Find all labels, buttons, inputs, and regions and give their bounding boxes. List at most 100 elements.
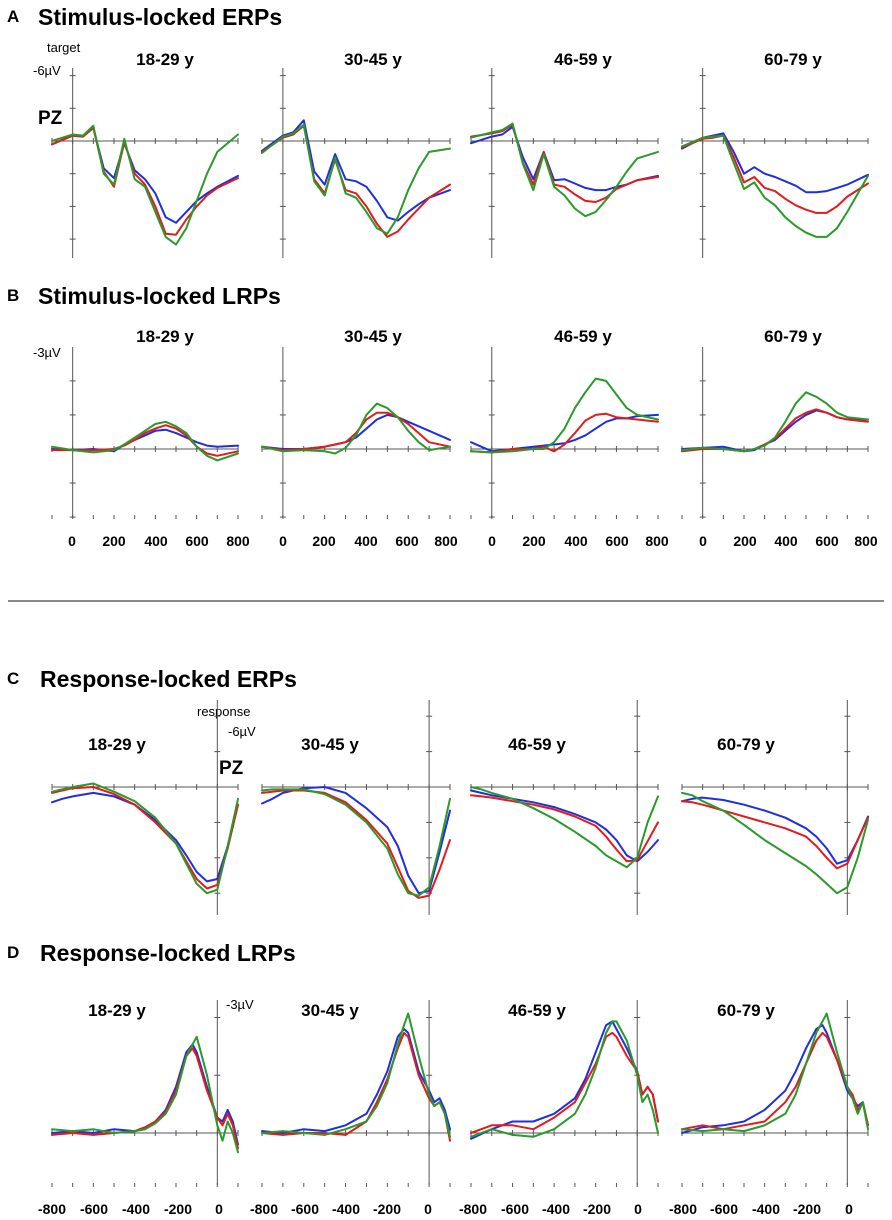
trace-green <box>51 420 239 462</box>
panel-d-age-3: 46-59 y <box>508 1001 566 1020</box>
trace-red <box>261 789 451 899</box>
xtick-label: 800 <box>226 533 250 549</box>
xtick-label: 400 <box>144 533 168 549</box>
trace-blue <box>261 119 451 222</box>
panel-c-age-2: 30-45 y <box>301 735 359 754</box>
xtick-label: -800 <box>38 1201 66 1217</box>
trace-green <box>470 377 659 454</box>
subplot-d-2 <box>261 1000 451 1187</box>
trace-green <box>261 1012 451 1138</box>
trace-blue <box>51 791 239 883</box>
panel-letter-a: A <box>7 7 19 26</box>
xtick-label: 800 <box>434 533 458 549</box>
subplot-d-3 <box>470 1000 659 1187</box>
trace-red <box>681 800 869 870</box>
panel-a-ref-label: target <box>47 40 81 55</box>
subplot-a-4 <box>681 68 869 258</box>
panel-a-age-2: 30-45 y <box>344 50 402 69</box>
panel-b-age-3: 46-59 y <box>554 327 612 346</box>
trace-blue <box>261 1028 451 1134</box>
trace-blue <box>51 1043 239 1146</box>
xtick-label: 200 <box>733 533 757 549</box>
panel-c-age-1: 18-29 y <box>88 735 146 754</box>
trace-green <box>261 788 451 897</box>
panel-title-c: Response-locked ERPs <box>40 666 297 692</box>
xtick-label: -800 <box>669 1201 697 1217</box>
subplot-b-4 <box>681 347 869 519</box>
xtick-label: 200 <box>312 533 336 549</box>
xtick-label: 0 <box>845 1201 853 1217</box>
xtick-label: 600 <box>185 533 209 549</box>
trace-red <box>681 1031 869 1131</box>
subplot-b-1 <box>51 347 239 519</box>
panel-d-age-2: 30-45 y <box>301 1001 359 1020</box>
xtick-label: 0 <box>699 533 707 549</box>
xtick-label: -400 <box>122 1201 150 1217</box>
response-xtick-labels: -800 -600 -400 -200 0 -800 -600 -400 -20… <box>38 1201 853 1217</box>
trace-red <box>51 126 239 236</box>
panel-a-age-4: 60-79 y <box>764 50 822 69</box>
trace-red <box>470 1031 659 1134</box>
subplot-d-4 <box>681 1000 869 1187</box>
xtick-label: 800 <box>854 533 878 549</box>
trace-red <box>261 411 451 452</box>
trace-green <box>51 782 239 895</box>
trace-green <box>681 1012 869 1133</box>
trace-green <box>51 1035 239 1154</box>
xtick-label: 200 <box>522 533 546 549</box>
panel-b-age-1: 18-29 y <box>136 327 194 346</box>
trace-blue <box>681 132 869 194</box>
xtick-label: -600 <box>501 1201 529 1217</box>
panel-b-age-2: 30-45 y <box>344 327 402 346</box>
panel-title-a: Stimulus-locked ERPs <box>38 4 282 30</box>
xtick-label: -800 <box>250 1201 278 1217</box>
subplot-b-2 <box>261 347 451 519</box>
trace-red <box>51 786 239 890</box>
trace-green <box>681 134 869 238</box>
trace-blue <box>470 125 659 192</box>
xtick-label: -200 <box>583 1201 611 1217</box>
xtick-label: -400 <box>542 1201 570 1217</box>
trace-blue <box>681 1024 869 1134</box>
trace-green <box>681 791 869 895</box>
xtick-label: 0 <box>215 1201 223 1217</box>
xtick-label: -200 <box>373 1201 401 1217</box>
trace-red <box>681 134 869 214</box>
xtick-label: -600 <box>291 1201 319 1217</box>
xtick-label: 200 <box>102 533 126 549</box>
panel-letter-d: D <box>7 943 19 962</box>
stimulus-xtick-labels: 0 200 400 600 800 0 200 400 600 800 0 20… <box>68 533 878 549</box>
trace-red <box>470 412 659 454</box>
panel-a-age-1: 18-29 y <box>136 50 194 69</box>
panel-d-scale-label: -3µV <box>226 997 254 1012</box>
xtick-label: -600 <box>80 1201 108 1217</box>
xtick-label: 0 <box>634 1201 642 1217</box>
panel-title-d: Response-locked LRPs <box>40 940 296 966</box>
panel-c-electrode-label: PZ <box>219 758 244 779</box>
trace-green <box>470 1020 659 1138</box>
panel-c-ref-label: response <box>197 704 250 719</box>
trace-red <box>470 794 659 863</box>
xtick-label: 600 <box>815 533 839 549</box>
xtick-label: 0 <box>424 1201 432 1217</box>
panel-a-electrode-label: PZ <box>38 108 63 129</box>
panel-c-age-3: 46-59 y <box>508 735 566 754</box>
xtick-label: -200 <box>793 1201 821 1217</box>
subplot-c-1 <box>51 700 239 915</box>
panel-d-age-1: 18-29 y <box>88 1001 146 1020</box>
panel-b-age-4: 60-79 y <box>764 327 822 346</box>
trace-blue <box>470 413 659 453</box>
xtick-label: -400 <box>752 1201 780 1217</box>
trace-red <box>681 408 869 453</box>
trace-green <box>261 402 451 455</box>
trace-blue <box>681 796 869 865</box>
trace-green <box>470 122 659 218</box>
trace-green <box>470 786 659 869</box>
xtick-label: 600 <box>605 533 629 549</box>
xtick-label: 0 <box>279 533 287 549</box>
trace-blue <box>681 409 869 453</box>
subplot-a-1 <box>51 68 239 258</box>
xtick-label: -400 <box>332 1201 360 1217</box>
xtick-label: 0 <box>68 533 76 549</box>
